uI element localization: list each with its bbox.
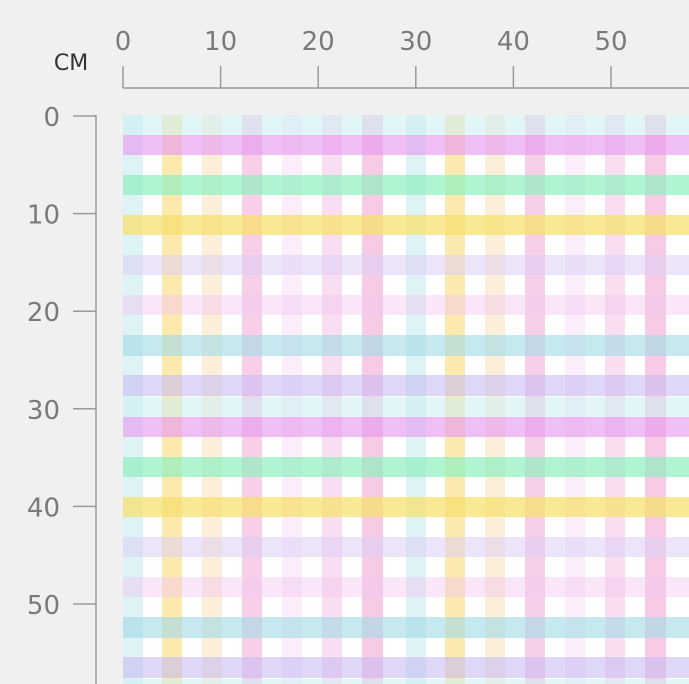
x-tick-label: 40	[497, 27, 530, 57]
y-tick-label: 40	[27, 493, 60, 523]
x-tick-label: 50	[594, 27, 627, 57]
y-tick-label: 50	[27, 591, 60, 621]
y-tick-label: 10	[27, 201, 60, 231]
y-tick-label: 30	[27, 396, 60, 426]
unit-label: CM	[54, 51, 88, 76]
y-tick-label: 0	[43, 103, 60, 133]
x-tick-label: 0	[115, 27, 132, 57]
x-tick-label: 30	[399, 27, 432, 57]
x-tick-label: 20	[302, 27, 335, 57]
x-tick-label: 10	[204, 27, 237, 57]
y-tick-label: 20	[27, 298, 60, 328]
fabric	[123, 115, 689, 684]
